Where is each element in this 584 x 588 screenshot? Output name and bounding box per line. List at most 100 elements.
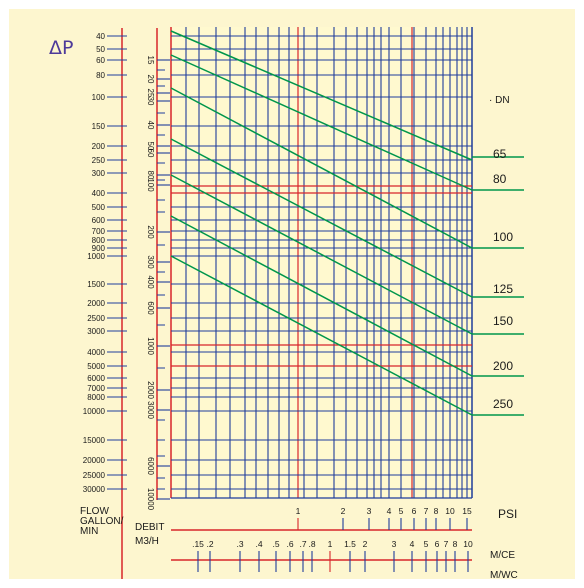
mce-tick-label: 10 [463,539,473,549]
gpm-tick-label: 100 [92,93,106,102]
dn-curve-80 [170,54,473,191]
gpm-tick-label: 20000 [83,456,106,465]
gpm-axis-label: GALLON/ [80,516,124,527]
m3h-axis-label: DEBIT [135,522,164,533]
mce-tick-label: .8 [308,539,315,549]
gpm-axis-label: FLOW [80,506,109,517]
gpm-tick-label: 50 [96,45,105,54]
m3h-tick-label: 50 [146,142,155,151]
m3h-tick-label: 3000 [146,401,155,419]
gpm-tick-label: 30000 [83,485,106,494]
gpm-tick-label: 1500 [87,280,105,289]
mce-tick-label: 6 [435,539,440,549]
psi-axis-label: PSI [498,507,517,521]
gpm-tick-label: 200 [92,142,106,151]
chart-panel: ΔP 65 80 100 125 150 200 250 40 50 60 80 100 150 200… [9,9,575,579]
gpm-tick-label: 15000 [83,436,106,445]
gpm-tick-label: 250 [92,156,106,165]
dn-label-200: 200 [493,359,513,373]
m3h-tick-label: 600 [146,301,155,315]
mce-axis-label: M/CE [490,550,515,561]
psi-tick-label: 4 [387,506,392,516]
dn-label-125: 125 [493,282,513,296]
mwc-axis-label: M/WC [490,570,518,579]
gpm-tick-label: 3000 [87,327,105,336]
gpm-tick-label: 1000 [87,252,105,261]
mce-tick-label: .15 [192,539,204,549]
m3h-tick-label: 2000 [146,381,155,399]
dn-curve-200 [170,215,473,377]
gpm-tick-label: 6000 [87,374,105,383]
gpm-tick-label: 80 [96,71,105,80]
gpm-tick-label: 900 [92,244,106,253]
mce-tick-label: 2 [363,539,368,549]
mce-tick-label: 5 [424,539,429,549]
m3h-tick-label: 15 [146,56,155,65]
dn-label-250: 250 [493,397,513,411]
gpm-tick-label: 60 [96,56,105,65]
psi-tick-label: 2 [341,506,346,516]
dn-label-100: 100 [493,230,513,244]
psi-tick-label: 3 [367,506,372,516]
gpm-tick-label: 4000 [87,348,105,357]
gpm-tick-label: 600 [92,216,106,225]
gpm-tick-label: 700 [92,227,106,236]
dn-label-150: 150 [493,314,513,328]
gpm-tick-label: 10000 [83,407,106,416]
gpm-tick-label: 500 [92,203,106,212]
m3h-axis-label: M3/H [135,536,159,547]
m3h-tick-label: 400 [146,275,155,289]
chart-title: ΔP [49,37,73,59]
psi-tick-label: 1 [296,506,301,516]
m3h-tick-label: 80 [146,171,155,180]
m3h-tick-label: 6000 [146,457,155,475]
m3h-tick-label: 60 [146,149,155,158]
dn-curve-150 [170,174,473,335]
gpm-tick-label: 800 [92,236,106,245]
gpm-axis-label: MIN [80,526,98,537]
gpm-tick-label: 5000 [87,362,105,371]
gpm-tick-label: 7000 [87,384,105,393]
m3h-tick-label: 200 [146,225,155,239]
gpm-tick-label: 150 [92,122,106,131]
gpm-tick-label: 400 [92,189,106,198]
m3h-tick-label: 25 [146,89,155,98]
gpm-tick-label: 300 [92,169,106,178]
dn-curve-125 [170,138,473,298]
dn-label-80: 80 [493,172,507,186]
gpm-tick-label: 2000 [87,299,105,308]
mce-tick-label: 7 [444,539,449,549]
mce-tick-label: .7 [299,539,306,549]
gpm-tick-label: 25000 [83,471,106,480]
m3h-tick-label: 30 [146,97,155,106]
mce-tick-label: .2 [206,539,213,549]
mce-tick-label: 8 [453,539,458,549]
mce-tick-label: .5 [272,539,279,549]
mce-tick-label: 3 [392,539,397,549]
mce-tick-label: 1.5 [344,539,356,549]
dn-header: · DN [489,95,510,106]
m3h-tick-label: 20 [146,75,155,84]
psi-tick-label: 15 [462,506,472,516]
gpm-tick-label: 8000 [87,393,105,402]
m3h-tick-label: 100 [146,178,155,192]
psi-tick-label: 6 [412,506,417,516]
m3h-tick-label: 10000 [146,488,155,511]
mce-tick-label: 4 [410,539,415,549]
mce-tick-label: .3 [236,539,243,549]
mce-tick-label: .6 [286,539,293,549]
gpm-tick-label: 2500 [87,314,105,323]
plot-area [171,27,472,498]
mce-tick-label: 1 [328,539,333,549]
m3h-tick-label: 300 [146,255,155,269]
psi-tick-label: 7 [424,506,429,516]
gpm-tick-label: 40 [96,32,105,41]
mce-tick-label: .4 [255,539,262,549]
psi-tick-label: 8 [434,506,439,516]
psi-tick-label: 10 [445,506,455,516]
m3h-tick-label: 40 [146,121,155,130]
psi-tick-label: 5 [399,506,404,516]
dn-curve-250 [170,255,473,416]
dn-curve-100 [170,87,473,249]
